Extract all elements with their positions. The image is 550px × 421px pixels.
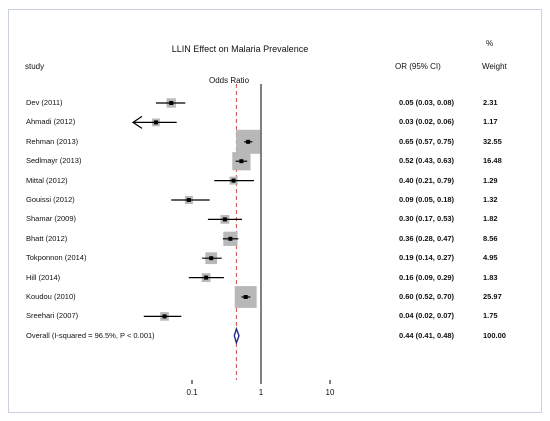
- study-or-ci: 0.05 (0.03, 0.08): [399, 98, 455, 107]
- study-label: Sreehari (2007): [26, 311, 79, 321]
- chart-frame: [8, 9, 542, 413]
- overall-weight: 100.00: [483, 330, 506, 340]
- study-column-header: study: [25, 62, 45, 71]
- study-label: Sedlmayr (2013): [26, 156, 82, 166]
- study-or-ci: 0.30 (0.17, 0.53): [399, 214, 455, 224]
- point-estimate: [243, 295, 248, 299]
- study-label: Bhatt (2012): [26, 233, 68, 243]
- study-weight: 1.29: [483, 175, 498, 185]
- point-estimate: [186, 198, 191, 202]
- study-label: Rehman (2013): [26, 136, 79, 146]
- point-estimate: [162, 314, 167, 319]
- study-label: Mittal (2012): [26, 175, 68, 185]
- study-or-ci: 0.40 (0.21, 0.79): [399, 175, 455, 185]
- study-or-ci: 0.65 (0.57, 0.75): [399, 136, 455, 146]
- point-estimate: [228, 236, 233, 241]
- point-estimate: [204, 275, 209, 280]
- study-weight: 8.56: [483, 233, 498, 243]
- study-or-ci: 0.60 (0.52, 0.70): [399, 292, 455, 301]
- overall-diamond: [233, 326, 240, 345]
- x-tick-label: 0.1: [186, 388, 198, 397]
- study-or-ci: 0.04 (0.02, 0.07): [399, 311, 455, 321]
- study-or-ci: 0.03 (0.02, 0.06): [399, 117, 455, 127]
- weight-percent-header: %: [486, 39, 494, 48]
- study-weight: 1.82: [483, 214, 498, 224]
- study-label: Gouissi (2012): [26, 195, 75, 204]
- point-estimate: [246, 139, 251, 144]
- overall-or-ci: 0.44 (0.41, 0.48): [399, 330, 455, 340]
- point-estimate: [169, 101, 174, 105]
- x-tick-label: 10: [326, 388, 335, 397]
- study-weight: 1.83: [483, 272, 498, 282]
- study-weight: 2.31: [483, 98, 498, 107]
- point-estimate: [231, 178, 236, 183]
- study-label: Dev (2011): [26, 98, 63, 107]
- study-label: Ahmadi (2012): [26, 117, 76, 127]
- study-weight: 16.48: [483, 156, 502, 166]
- study-weight: 32.55: [483, 136, 502, 146]
- weight-column-header: Weight: [482, 62, 507, 71]
- study-or-ci: 0.52 (0.43, 0.63): [399, 156, 455, 166]
- chart-subtitle: Odds Ratio: [209, 76, 250, 85]
- point-estimate: [222, 217, 227, 222]
- study-label: Tokponnon (2014): [26, 253, 87, 263]
- study-or-ci: 0.09 (0.05, 0.18): [399, 195, 455, 204]
- study-weight: 1.32: [483, 195, 498, 204]
- ci-clipped-arrow: [131, 115, 143, 129]
- x-tick-label: 1: [259, 388, 264, 397]
- study-weight: 1.17: [483, 117, 498, 127]
- study-weight: 1.75: [483, 311, 498, 321]
- study-or-ci: 0.16 (0.09, 0.29): [399, 272, 455, 282]
- study-or-ci: 0.19 (0.14, 0.27): [399, 253, 455, 263]
- study-label: Koudou (2010): [26, 292, 76, 301]
- point-estimate: [209, 256, 214, 261]
- study-weight: 25.97: [483, 292, 502, 301]
- overall-label: Overall (I-squared = 96.5%, P < 0.001): [26, 330, 155, 340]
- chart-title: LLIN Effect on Malaria Prevalence: [171, 44, 309, 54]
- study-or-ci: 0.36 (0.28, 0.47): [399, 233, 455, 243]
- point-estimate: [153, 120, 158, 125]
- or-column-header: OR (95% CI): [395, 62, 441, 71]
- study-label: Hill (2014): [26, 272, 61, 282]
- study-label: Shamar (2009): [26, 214, 77, 224]
- study-weight: 4.95: [483, 253, 498, 263]
- point-estimate: [239, 159, 244, 164]
